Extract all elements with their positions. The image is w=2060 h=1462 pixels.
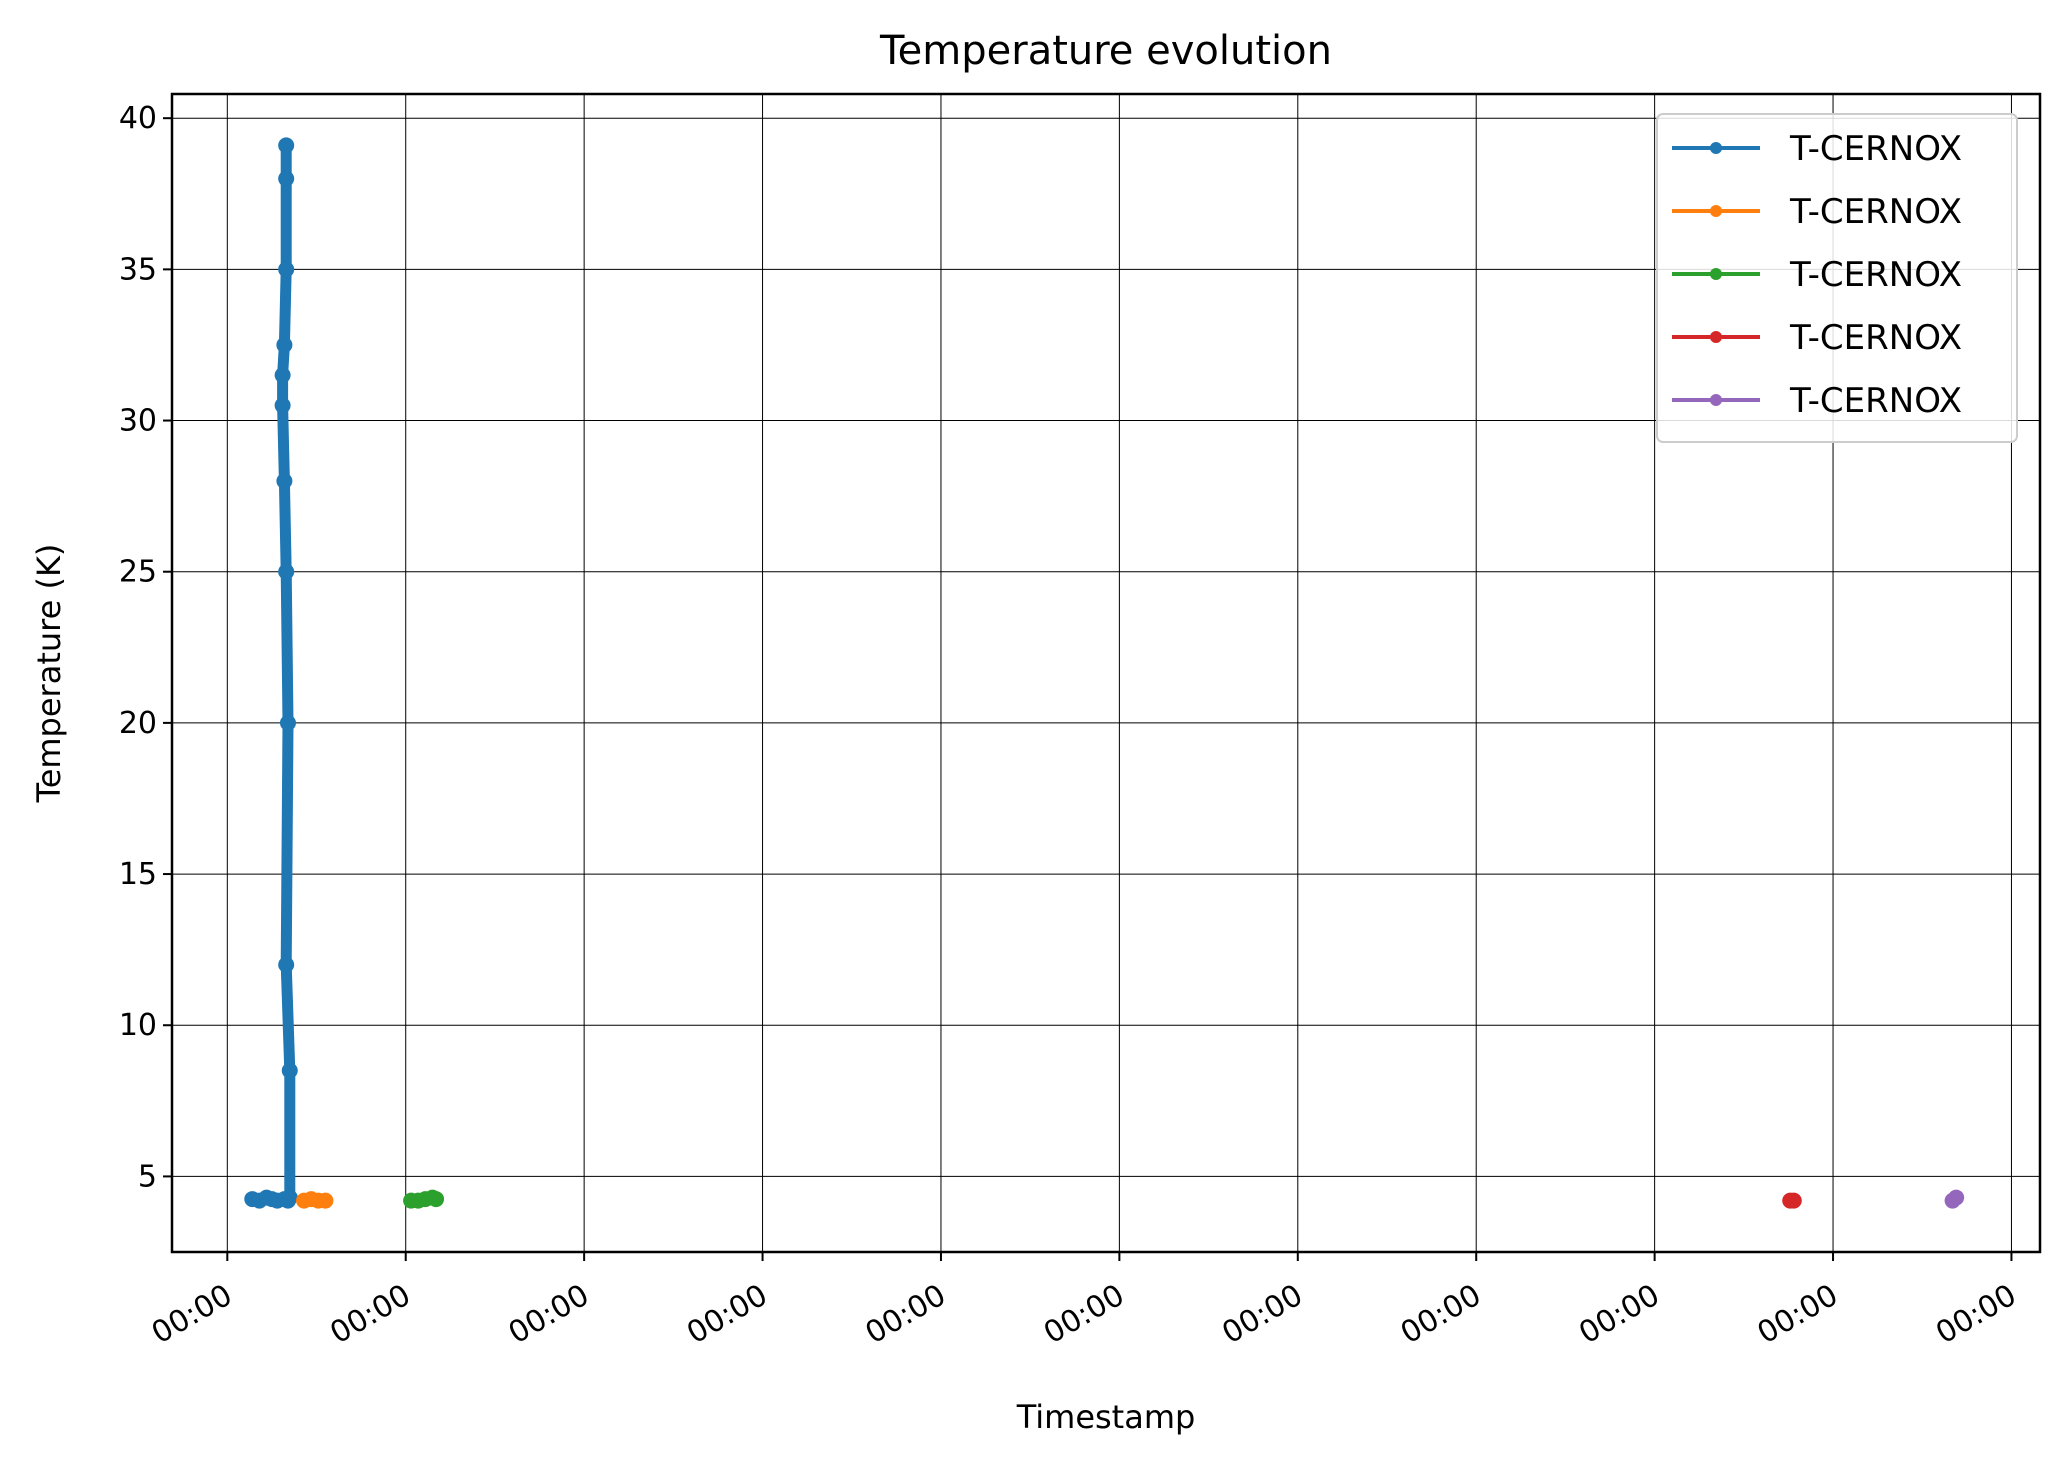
y-tick-label: 10 bbox=[119, 1008, 157, 1043]
data-point bbox=[278, 956, 295, 973]
legend-label: T-CERNOX bbox=[1789, 255, 1962, 295]
data-point bbox=[276, 336, 293, 353]
data-point bbox=[317, 1192, 334, 1209]
y-axis: 5 10 15 20 25 30 35 40 bbox=[119, 101, 172, 1194]
legend: T-CERNOX T-CERNOX T-CERNOX T-CERNOX T-CERNOX bbox=[1656, 113, 2018, 443]
data-point bbox=[281, 1062, 298, 1079]
y-tick-label: 20 bbox=[119, 706, 157, 741]
legend-entry: T-CERNOX bbox=[1672, 381, 1962, 421]
grid bbox=[172, 94, 2040, 1252]
y-axis-label: Temperature (K) bbox=[30, 544, 68, 804]
data-point bbox=[1785, 1192, 1802, 1209]
series-4 bbox=[1782, 1192, 1802, 1209]
legend-entry: T-CERNOX bbox=[1672, 129, 1962, 169]
data-point bbox=[279, 714, 296, 731]
series-layer bbox=[244, 137, 1965, 1209]
legend-label: T-CERNOX bbox=[1789, 381, 1962, 421]
data-point bbox=[278, 170, 295, 187]
legend-marker bbox=[1710, 205, 1722, 217]
series-3 bbox=[403, 1189, 445, 1209]
y-tick-label: 25 bbox=[119, 555, 157, 590]
chart-title: Temperature evolution bbox=[879, 28, 1332, 74]
data-point bbox=[278, 137, 295, 154]
x-axis-label: Timestamp bbox=[1016, 1398, 1196, 1436]
series-1 bbox=[244, 137, 298, 1209]
data-point bbox=[276, 473, 293, 490]
series-2 bbox=[296, 1191, 334, 1209]
legend-marker bbox=[1710, 331, 1722, 343]
y-tick-label: 15 bbox=[119, 857, 157, 892]
y-tick-label: 40 bbox=[119, 101, 157, 136]
legend-label: T-CERNOX bbox=[1789, 192, 1962, 232]
data-point bbox=[281, 1189, 298, 1206]
legend-entry: T-CERNOX bbox=[1672, 192, 1962, 232]
data-point bbox=[428, 1191, 445, 1208]
legend-entry: T-CERNOX bbox=[1672, 255, 1962, 295]
data-point bbox=[274, 367, 291, 384]
y-tick-label: 30 bbox=[119, 404, 157, 439]
data-point bbox=[1948, 1189, 1965, 1206]
data-point bbox=[278, 261, 295, 278]
legend-marker bbox=[1710, 268, 1722, 280]
y-tick-label: 5 bbox=[138, 1159, 157, 1194]
series-5 bbox=[1944, 1189, 1965, 1209]
legend-marker bbox=[1710, 394, 1722, 406]
legend-marker bbox=[1710, 142, 1722, 154]
data-point bbox=[274, 397, 291, 414]
legend-label: T-CERNOX bbox=[1789, 318, 1962, 358]
plot-frame bbox=[170, 92, 2042, 1254]
legend-label: T-CERNOX bbox=[1789, 129, 1962, 169]
legend-box bbox=[1656, 113, 2018, 443]
legend-entry: T-CERNOX bbox=[1672, 318, 1962, 358]
y-tick-label: 35 bbox=[119, 252, 157, 287]
data-point bbox=[278, 563, 295, 580]
